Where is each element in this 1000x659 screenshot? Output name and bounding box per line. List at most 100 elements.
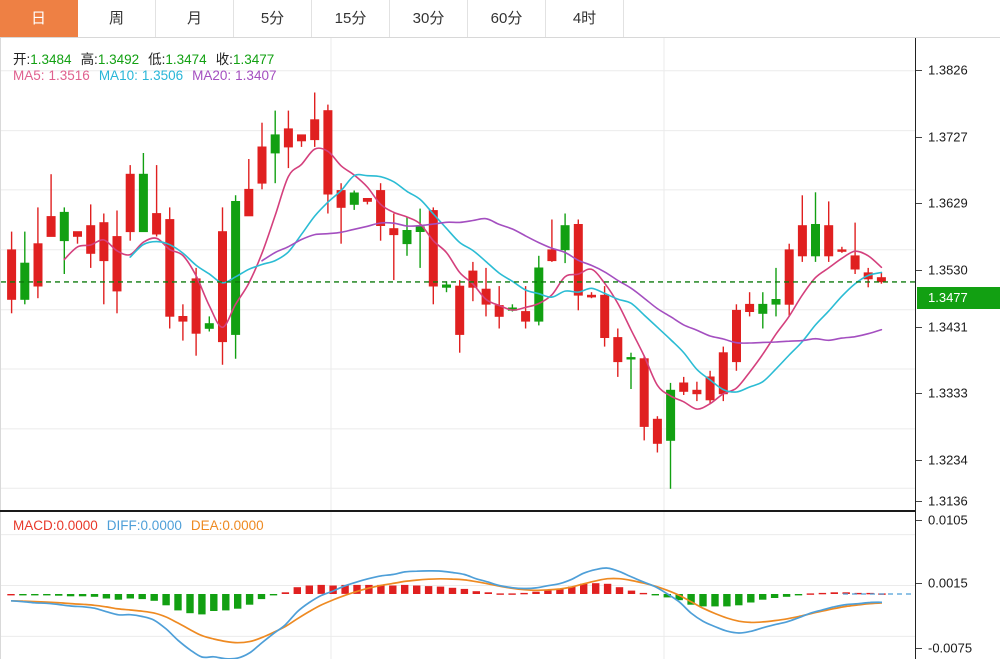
macd-bar <box>424 586 433 594</box>
candle-body <box>626 357 636 360</box>
macd-bar <box>269 594 278 596</box>
macd-tick-mark-2 <box>916 648 922 649</box>
tab-1[interactable]: 周 <box>78 0 156 37</box>
candle-body <box>613 337 623 363</box>
macd-bar <box>699 594 707 607</box>
macd-bar <box>329 585 337 594</box>
last-price-badge: 1.3477 <box>917 287 1000 309</box>
macd-bar <box>854 592 862 595</box>
candle-body <box>732 309 742 363</box>
macd-bar <box>305 585 313 594</box>
macd-bar <box>126 594 134 599</box>
macd-bar <box>234 594 242 609</box>
macd-bar <box>556 588 564 594</box>
candle-body <box>600 294 610 339</box>
candle-body <box>362 197 372 202</box>
candle-body <box>86 225 96 254</box>
macd-bar <box>842 592 850 594</box>
macd-bar <box>162 594 170 606</box>
candle-body <box>165 219 175 317</box>
candle-body <box>138 173 148 233</box>
macd-bar <box>627 590 636 594</box>
candle-body <box>310 119 320 141</box>
macd-tick-mark-0 <box>916 520 922 521</box>
period-tab-bar: 日周月 5分 15分 30分 60分 4时 <box>0 0 1000 38</box>
candle-body <box>692 389 702 395</box>
price-tick-label-2: 1.3629 <box>928 195 968 211</box>
candle-body <box>639 358 649 427</box>
candle-body <box>33 243 43 287</box>
macd-bar <box>639 592 648 595</box>
candle-body <box>652 418 662 444</box>
macd-bar <box>102 594 111 599</box>
macd-svg <box>1 512 915 659</box>
candle-body <box>112 236 122 292</box>
panel-separator <box>0 510 915 512</box>
candle-body <box>283 128 293 148</box>
macd-bar <box>794 594 803 596</box>
tab-3[interactable]: 5分 <box>234 0 312 37</box>
macd-bar <box>675 594 683 601</box>
tab-5[interactable]: 30分 <box>390 0 468 37</box>
macd-bar <box>735 594 743 606</box>
macd-bar <box>580 583 588 594</box>
candle-body <box>244 188 254 217</box>
dea-line <box>10 577 883 644</box>
candle-body <box>837 249 847 252</box>
macd-bar <box>460 588 469 594</box>
candle-body <box>257 146 267 184</box>
tab-2[interactable]: 月 <box>156 0 234 37</box>
macd-bar <box>43 594 51 596</box>
tab-bar-filler <box>624 0 1000 37</box>
price-tick-mark-2 <box>916 203 922 204</box>
price-tick-mark-4 <box>916 327 922 328</box>
ma20-line <box>261 217 883 344</box>
macd-tick-label-1: 0.0015 <box>928 575 968 591</box>
candle-body <box>349 192 359 205</box>
candle-body <box>481 288 491 305</box>
tab-7[interactable]: 4时 <box>546 0 624 37</box>
candle-body <box>191 278 201 334</box>
candle-body <box>178 315 188 322</box>
macd-axis: 0.0105 0.0015 -0.0075 <box>915 510 1000 659</box>
candle-body <box>455 285 465 335</box>
candle-body <box>876 277 886 283</box>
candle-body <box>797 225 807 257</box>
macd-bar <box>293 587 301 594</box>
macd-bar <box>90 594 99 597</box>
candle-body <box>771 298 781 305</box>
macd-bar <box>245 594 254 605</box>
candle-body <box>758 303 768 314</box>
macd-bar <box>281 592 290 594</box>
candle-body <box>824 225 834 257</box>
macd-bar <box>747 594 755 603</box>
macd-bar <box>532 591 540 594</box>
macd-bar <box>78 594 87 597</box>
macd-bar <box>138 594 146 600</box>
price-axis: 1.3826 1.3727 1.3629 1.3530 1.3431 1.3333 1.32… <box>915 38 1000 510</box>
tab-4[interactable]: 15分 <box>312 0 390 37</box>
candle-series <box>7 92 886 489</box>
candle-body <box>441 284 451 288</box>
macd-bar <box>508 593 516 595</box>
price-plot[interactable]: 开:1.3484 高:1.3492 低:1.3474 收:1.3477 MA5: 1.3… <box>0 38 915 510</box>
tab-0[interactable]: 日 <box>0 0 78 37</box>
candle-body <box>217 231 227 343</box>
tab-6[interactable]: 60分 <box>468 0 546 37</box>
candle-body <box>468 270 478 288</box>
candle-body <box>521 311 531 322</box>
price-tick-label-6: 1.3234 <box>928 452 968 468</box>
macd-bar <box>317 584 325 594</box>
macd-bar <box>782 594 791 597</box>
macd-bar <box>544 590 552 594</box>
candle-body <box>547 249 557 262</box>
candle-body <box>46 216 56 237</box>
candle-body <box>811 223 821 257</box>
macd-histogram <box>7 583 886 615</box>
macd-bar <box>413 585 421 594</box>
macd-bar <box>592 583 600 594</box>
macd-bar <box>651 594 659 596</box>
candle-body <box>323 110 333 195</box>
macd-plot[interactable]: MACD:0.0000 DIFF:0.0000 DEA:0.0000 <box>0 512 915 659</box>
price-tick-label-1: 1.3727 <box>928 129 968 145</box>
